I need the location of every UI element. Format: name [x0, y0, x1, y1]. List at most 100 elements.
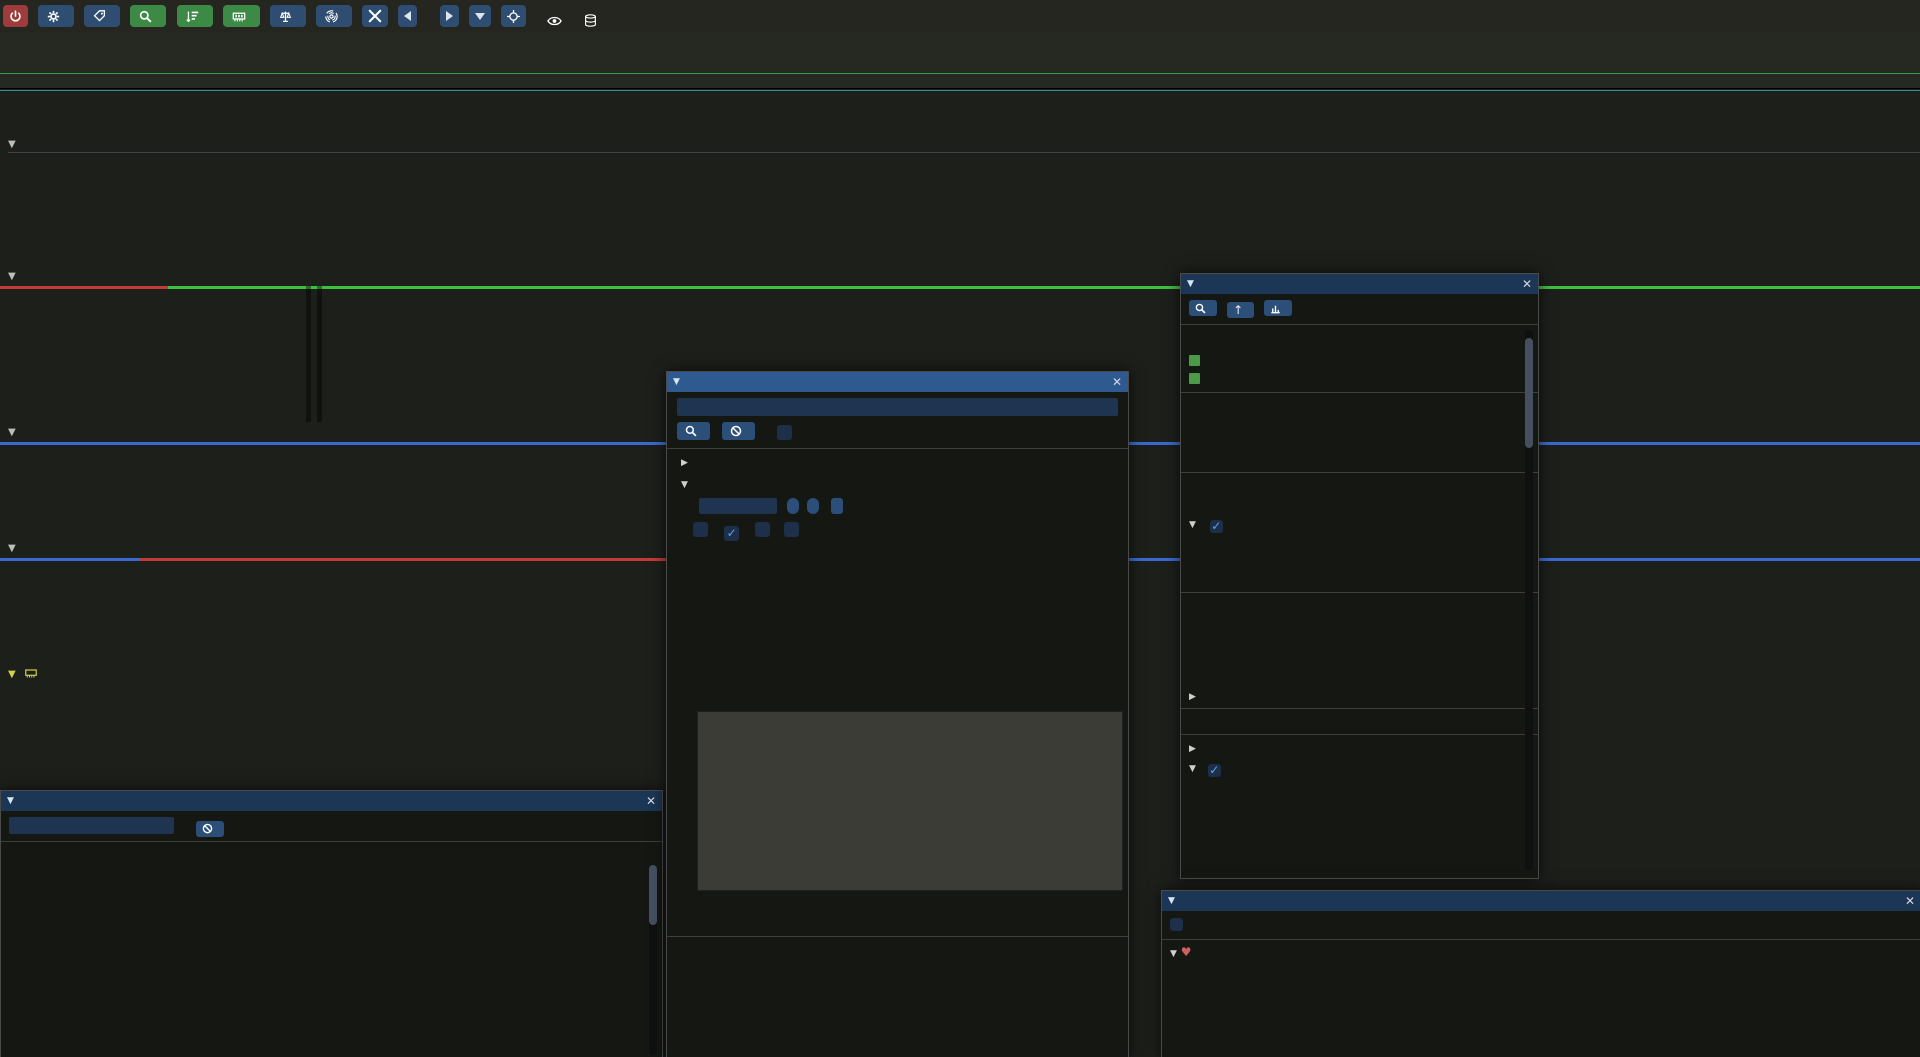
frame-menu-button[interactable]	[468, 5, 491, 27]
guif-worker0-header[interactable]: ▼	[8, 543, 16, 554]
tools-button[interactable]	[362, 5, 389, 27]
secondary-fps-line	[0, 90, 1920, 91]
log-values-checkbox[interactable]	[693, 522, 708, 537]
child-zones-list	[1181, 782, 1538, 874]
eye-icon	[547, 16, 562, 26]
target-fps-line	[0, 73, 1920, 74]
minus-button[interactable]	[787, 498, 800, 514]
search-icon	[685, 425, 697, 437]
thread2-activity-wait	[0, 286, 168, 289]
search-icon	[140, 10, 152, 22]
messages-button[interactable]	[84, 5, 121, 27]
memory-table	[1162, 989, 1919, 1057]
reset-button[interactable]	[831, 498, 844, 514]
histogram-legend	[693, 668, 1113, 712]
options-button[interactable]	[38, 5, 75, 27]
plus-button[interactable]	[807, 498, 820, 514]
zone-info-window: ▼ ✕ ↑ ▼ ✓	[1180, 273, 1539, 879]
cumulate-time-checkbox[interactable]	[755, 522, 771, 537]
found-zones-list	[667, 1000, 1128, 1057]
allocations-list-toggle[interactable]: ▶	[1189, 692, 1196, 702]
chart-bars-icon	[1271, 305, 1280, 313]
matched-source-locations[interactable]: ▶	[681, 458, 688, 468]
zone-info-scrollbar[interactable]	[1525, 330, 1533, 870]
find-button[interactable]	[677, 422, 710, 440]
info-button[interactable]	[315, 5, 352, 27]
prev-frame-button[interactable]	[398, 5, 418, 27]
self-time-checkbox[interactable]	[784, 522, 800, 537]
histogram-section[interactable]: ▼	[681, 480, 688, 490]
statistics-scrollbar[interactable]	[649, 865, 657, 1055]
go-to-parent-button[interactable]: ↑	[1227, 301, 1255, 318]
power-icon	[10, 9, 21, 22]
memory-usage-header[interactable]: ▼	[8, 666, 46, 681]
thread-color-swatch	[1189, 373, 1200, 384]
fingerprint-icon	[325, 9, 338, 23]
statistics-window: ▼ ✕	[0, 790, 663, 1057]
thread2-activity-run	[168, 286, 1920, 289]
restrict-time-checkbox[interactable]	[1170, 918, 1183, 931]
find-zone-titlebar[interactable]: ▼ ✕	[667, 372, 1128, 392]
zoom-to-zone-button[interactable]	[1189, 300, 1217, 316]
close-icon[interactable]: ✕	[645, 794, 656, 808]
zone-statistics-button[interactable]	[1264, 300, 1293, 316]
ban-icon	[730, 425, 742, 437]
capture-time	[584, 10, 603, 32]
goto-frame-button[interactable]	[500, 5, 526, 27]
child-zones-header[interactable]: ▼ ✓	[1189, 763, 1221, 777]
find-zone-button[interactable]	[130, 5, 167, 27]
zone-trace-toggle[interactable]: ▶	[1189, 744, 1196, 754]
tags-icon	[93, 9, 106, 21]
close-icon[interactable]: ✕	[1521, 277, 1532, 291]
statistics-table	[1, 865, 646, 1057]
thread2-header[interactable]: ▼	[8, 271, 16, 282]
filter-zones-input[interactable]	[9, 817, 174, 834]
next-frame-button[interactable]	[439, 5, 459, 27]
time-relative-checkbox[interactable]: ✓	[1209, 519, 1223, 533]
memory-window: ▼ ✕ ▼ ♥	[1161, 890, 1920, 1057]
active-allocations-header[interactable]: ▼ ♥	[1170, 945, 1192, 959]
statistics-button[interactable]	[176, 5, 213, 27]
find-zone-search-input[interactable]	[677, 398, 1118, 416]
compare-button[interactable]	[269, 5, 306, 27]
balance-scale-icon	[279, 11, 291, 22]
histogram-plot[interactable]	[697, 711, 1123, 891]
group-children-checkbox[interactable]: ✓	[1207, 763, 1221, 777]
crosshair-icon	[506, 9, 520, 23]
ignore-case-checkbox[interactable]	[777, 425, 793, 440]
zone-info-titlebar[interactable]: ▼ ✕	[1181, 274, 1538, 294]
caret-left-icon	[404, 11, 412, 21]
guif-worker0-activity-wait	[140, 558, 666, 561]
context-switch-gap	[317, 286, 322, 422]
clear-button[interactable]	[722, 422, 756, 440]
view-span	[547, 10, 568, 32]
source-color-swatch	[1189, 355, 1200, 366]
wait-regions-header[interactable]: ▼ ✓	[1189, 519, 1223, 533]
memory-titlebar[interactable]: ▼ ✕	[1162, 891, 1920, 911]
gear-icon	[47, 10, 60, 22]
arrow-up-icon: ↑	[1233, 302, 1244, 317]
log-time-checkbox[interactable]: ✓	[724, 526, 740, 541]
ban-icon	[202, 823, 213, 834]
caret-right-icon	[445, 11, 453, 21]
search-icon	[1195, 303, 1206, 314]
memory-chip-icon	[24, 669, 37, 678]
close-icon[interactable]: ✕	[1111, 375, 1122, 389]
context-switch-gap	[306, 286, 311, 422]
statistics-titlebar[interactable]: ▼ ✕	[1, 791, 662, 811]
wrench-screwdriver-icon	[368, 9, 382, 23]
memory-button[interactable]	[222, 5, 260, 27]
clear-filter-button[interactable]	[196, 820, 225, 837]
memory-chip-icon	[232, 12, 246, 21]
caret-down-icon	[474, 12, 485, 20]
sort-bars-icon	[185, 11, 198, 22]
cpu-data-header[interactable]: ▼	[8, 139, 16, 150]
guif-worker2-header[interactable]: ▼	[8, 427, 16, 438]
database-icon	[585, 14, 597, 27]
min-values-input[interactable]	[699, 498, 777, 514]
power-button[interactable]	[3, 5, 28, 27]
close-icon[interactable]: ✕	[1904, 894, 1915, 908]
frame-overview-strip[interactable]	[0, 33, 1920, 91]
cpu-data-underline	[8, 152, 1920, 153]
